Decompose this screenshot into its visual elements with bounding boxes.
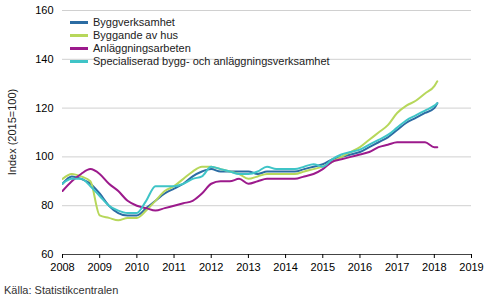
- html-text:Källa: Statistikcentralen: Källa: Statistikcentralen: [4, 284, 119, 296]
- svg-text:2014: 2014: [273, 261, 297, 273]
- svg-text:2018: 2018: [422, 261, 446, 273]
- svg-text:60: 60: [41, 248, 53, 260]
- svg-text:2017: 2017: [385, 261, 409, 273]
- html-text:Anläggningsarbeten: Anläggningsarbeten: [93, 42, 191, 54]
- svg-text:2013: 2013: [236, 261, 260, 273]
- svg-text:2019: 2019: [459, 261, 483, 273]
- html-text:Byggverksamhet: Byggverksamhet: [93, 16, 175, 28]
- svg-text:2015: 2015: [311, 261, 335, 273]
- html-text:Specialiserad bygg- och anlägg: Specialiserad bygg- och anläggningsverks…: [93, 55, 330, 67]
- svg-text:100: 100: [35, 150, 53, 162]
- svg-text:80: 80: [41, 199, 53, 211]
- svg-text:2011: 2011: [162, 261, 186, 273]
- svg-text:140: 140: [35, 53, 53, 65]
- svg-text:160: 160: [35, 4, 53, 16]
- html-text:Byggande av hus: Byggande av hus: [93, 29, 178, 41]
- svg-text:2012: 2012: [199, 261, 223, 273]
- svg-text:2010: 2010: [125, 261, 149, 273]
- svg-text:Index (2015=100): Index (2015=100): [6, 89, 18, 176]
- svg-text:2009: 2009: [87, 261, 111, 273]
- svg-text:2008: 2008: [50, 261, 74, 273]
- svg-text:120: 120: [35, 102, 53, 114]
- svg-text:2016: 2016: [348, 261, 372, 273]
